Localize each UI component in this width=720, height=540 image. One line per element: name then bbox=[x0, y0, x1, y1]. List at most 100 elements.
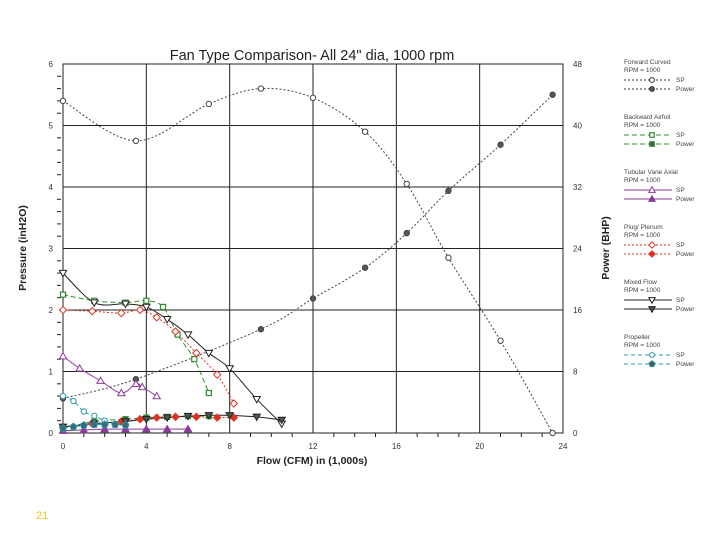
minor-tick-marks bbox=[57, 75, 543, 437]
legend-title-forward-curved: Forward Curved bbox=[624, 59, 671, 66]
legend-power-label-forward-curved: Power bbox=[676, 86, 695, 93]
propeller-power-point bbox=[79, 421, 88, 429]
mixed-flow-sp-point bbox=[252, 395, 262, 404]
propeller-power-point bbox=[90, 420, 99, 428]
forward-curved-power-point bbox=[497, 141, 504, 148]
y-tick-label: 2 bbox=[49, 306, 54, 315]
mixed-flow-power-point bbox=[183, 412, 193, 421]
legend-power-marker-propeller bbox=[648, 360, 656, 368]
backward-airfoil-sp-point bbox=[59, 291, 67, 298]
legend-power-label-plug-plenum: Power bbox=[676, 251, 695, 258]
legend-power-label-mixed-flow: Power bbox=[676, 306, 695, 313]
tubular-vane-axial-sp-point bbox=[75, 363, 85, 372]
legend-rpm-backward-airfoil: RPM = 1000 bbox=[624, 122, 661, 129]
legend-power-marker-mixed-flow bbox=[647, 306, 657, 314]
propeller-power-point bbox=[58, 424, 68, 432]
legend-sp-label-mixed-flow: SP bbox=[676, 297, 685, 304]
tubular-vane-axial-power-point bbox=[100, 424, 110, 433]
y2-tick-label: 48 bbox=[573, 60, 582, 69]
y-tick-label: 4 bbox=[49, 183, 54, 192]
legend: Forward Curved RPM = 1000 SP Power Backward … bbox=[624, 59, 695, 368]
x-tick-label: 8 bbox=[227, 442, 232, 451]
mixed-flow-power-point bbox=[141, 415, 151, 424]
legend-sp-label-tubular-vane-axial: SP bbox=[676, 187, 685, 194]
mixed-flow-sp-point bbox=[58, 269, 68, 278]
plug-plenum-power-point bbox=[135, 414, 145, 424]
legend-sp-marker-propeller bbox=[649, 352, 655, 358]
legend-title-backward-airfoil: Backward Airfoil bbox=[624, 114, 671, 121]
propeller-power-point bbox=[69, 422, 78, 431]
forward-curved-power-point bbox=[549, 91, 556, 98]
forward-curved-power-point bbox=[361, 264, 369, 271]
mixed-flow-sp-point bbox=[162, 316, 172, 324]
y-tick-label: 6 bbox=[49, 60, 54, 69]
tubular-vane-axial-power-point bbox=[162, 424, 172, 433]
propeller-sp-point bbox=[91, 412, 98, 419]
legend-title-tubular-vane-axial: Tubular Vane Axial bbox=[624, 169, 678, 176]
backward-airfoil-sp-point bbox=[159, 303, 167, 311]
plug-plenum-sp-point bbox=[58, 305, 68, 315]
legend-power-marker-forward-curved bbox=[649, 86, 655, 92]
forward-curved-sp-point bbox=[445, 254, 452, 261]
tubular-vane-axial-power-point bbox=[79, 425, 89, 434]
backward-airfoil-sp-point bbox=[205, 389, 212, 397]
forward-curved-sp-point bbox=[497, 337, 504, 344]
legend-sp-marker-plug-plenum bbox=[648, 241, 656, 249]
legend-power-label-propeller: Power bbox=[676, 361, 695, 368]
propeller-sp-point bbox=[80, 408, 88, 415]
mixed-flow-sp-point bbox=[121, 300, 130, 309]
x-tick-label: 12 bbox=[309, 442, 318, 451]
legend-power-label-backward-airfoil: Power bbox=[676, 141, 695, 148]
slide-number: 21 bbox=[36, 510, 49, 522]
y2-axis-label: Power (BHP) bbox=[600, 216, 612, 280]
mixed-flow-power-point bbox=[204, 412, 214, 420]
propeller-power-point bbox=[100, 420, 109, 428]
legend-sp-marker-mixed-flow bbox=[647, 297, 657, 305]
forward-curved-sp-point bbox=[403, 180, 410, 188]
forward-curved-sp-point bbox=[549, 429, 556, 437]
y2-tick-label: 24 bbox=[573, 245, 582, 254]
x-tick-label: 16 bbox=[392, 442, 401, 451]
forward-curved-sp-point bbox=[132, 137, 140, 145]
y2-tick-label: 32 bbox=[573, 183, 582, 192]
tubular-vane-axial-sp-point bbox=[137, 382, 147, 391]
backward-airfoil-sp-point bbox=[143, 297, 150, 304]
legend-sp-marker-forward-curved bbox=[649, 77, 655, 83]
tubular-vane-axial-sp-point bbox=[152, 391, 162, 400]
forward-curved-sp-line bbox=[62, 87, 554, 434]
tubular-vane-axial-power-point bbox=[141, 424, 151, 433]
propeller-power-point bbox=[111, 420, 120, 428]
legend-sp-label-plug-plenum: SP bbox=[676, 242, 685, 249]
mixed-flow-power-point bbox=[162, 414, 172, 423]
mixed-flow-power-point bbox=[225, 412, 235, 420]
chart-title: Fan Type Comparison- All 24" dia, 1000 r… bbox=[170, 48, 455, 64]
legend-title-mixed-flow: Mixed Flow bbox=[624, 279, 657, 286]
plug-plenum-sp-point bbox=[152, 313, 162, 322]
y2-tick-label: 8 bbox=[573, 368, 578, 377]
y2-tick-label: 40 bbox=[573, 122, 582, 131]
forward-curved-sp-point bbox=[309, 94, 317, 102]
forward-curved-sp-point bbox=[361, 128, 369, 135]
plug-plenum-sp-point bbox=[135, 305, 145, 315]
x-tick-label: 20 bbox=[475, 442, 484, 451]
legend-power-label-tubular-vane-axial: Power bbox=[676, 196, 695, 203]
mixed-flow-sp-point bbox=[204, 349, 214, 358]
mixed-flow-sp-line bbox=[62, 272, 283, 425]
plug-plenum-sp-point bbox=[192, 348, 201, 358]
x-tick-label: 4 bbox=[144, 442, 149, 451]
y2-tick-label: 16 bbox=[573, 306, 582, 315]
grid-lines bbox=[63, 64, 563, 433]
x-tick-label: 0 bbox=[61, 442, 66, 451]
y-tick-label: 1 bbox=[49, 368, 54, 377]
legend-rpm-mixed-flow: RPM = 1000 bbox=[624, 287, 661, 294]
plug-plenum-power-point bbox=[152, 413, 162, 422]
propeller-sp-point bbox=[70, 397, 77, 405]
forward-curved-sp-point bbox=[257, 85, 265, 92]
legend-sp-label-backward-airfoil: SP bbox=[676, 132, 685, 139]
y-tick-label: 5 bbox=[49, 122, 54, 131]
legend-sp-marker-backward-airfoil bbox=[649, 132, 655, 138]
propeller-power-point bbox=[121, 421, 130, 429]
y-axis-label: Pressure (inH2O) bbox=[17, 205, 29, 291]
